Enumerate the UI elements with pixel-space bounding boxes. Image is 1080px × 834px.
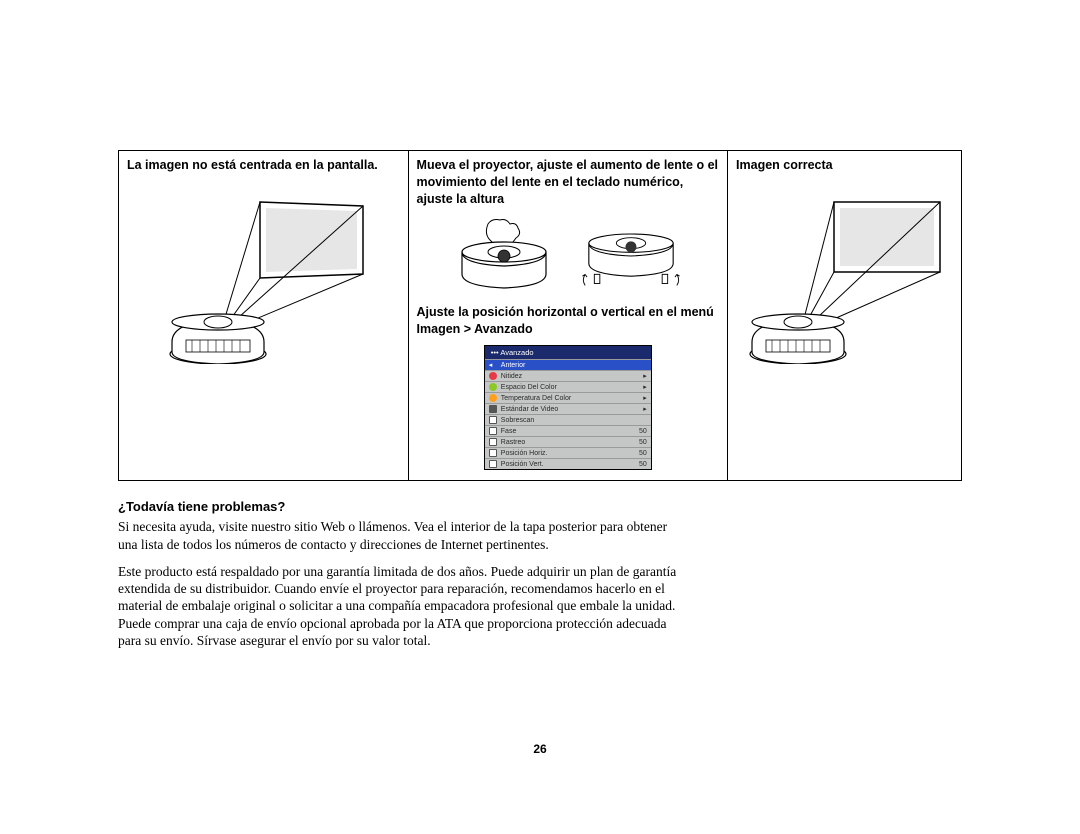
menu-item-value: 50 bbox=[639, 428, 647, 435]
menu-item-label: Posición Horiz. bbox=[501, 450, 635, 457]
osd-menu-item: Fase 50 bbox=[485, 425, 651, 436]
osd-menu-item: Estándar de Video ▸ bbox=[485, 403, 651, 414]
result-cell: Imagen correcta bbox=[728, 151, 962, 481]
osd-menu: ••• Avanzado ◂AnteriorNitidez▸Espacio De… bbox=[484, 345, 652, 470]
menu-item-label: Anterior bbox=[501, 362, 647, 369]
projector-offcenter-icon bbox=[158, 184, 368, 364]
osd-menu-item: ◂ Anterior bbox=[485, 359, 651, 370]
problem-heading: La imagen no está centrada en la pantall… bbox=[127, 157, 400, 174]
menu-item-icon bbox=[489, 372, 497, 380]
submenu-arrow-icon: ▸ bbox=[643, 394, 647, 402]
menu-item-icon bbox=[489, 405, 497, 413]
warranty-paragraph: Este producto está respaldado por una ga… bbox=[118, 563, 688, 649]
menu-item-label: Nitidez bbox=[501, 373, 639, 380]
manual-page: La imagen no está centrada en la pantall… bbox=[118, 150, 962, 659]
menu-item-icon bbox=[489, 438, 497, 446]
solution-heading-1: Mueva el proyector, ajuste el aumento de… bbox=[417, 157, 720, 208]
menu-item-label: Rastreo bbox=[501, 439, 635, 446]
osd-menu-item: Sobrescan bbox=[485, 414, 651, 425]
osd-menu-item: Espacio Del Color ▸ bbox=[485, 381, 651, 392]
menu-item-value: 50 bbox=[639, 439, 647, 446]
problem-cell: La imagen no está centrada en la pantall… bbox=[119, 151, 409, 481]
osd-menu-item: Posición Horiz. 50 bbox=[485, 447, 651, 458]
menu-item-label: Posición Vert. bbox=[501, 461, 635, 468]
body-text-section: ¿Todavía tiene problemas? Si necesita ay… bbox=[118, 499, 688, 649]
menu-item-icon bbox=[489, 460, 497, 468]
menu-item-icon bbox=[489, 383, 497, 391]
submenu-arrow-icon: ▸ bbox=[643, 405, 647, 413]
menu-item-label: Temperatura Del Color bbox=[501, 395, 639, 402]
problem-illustration bbox=[127, 184, 400, 364]
page-number: 26 bbox=[0, 742, 1080, 756]
menu-item-label: Espacio Del Color bbox=[501, 384, 639, 391]
osd-menu-item: Nitidez ▸ bbox=[485, 370, 651, 381]
projector-adjust-illustration bbox=[417, 216, 720, 296]
submenu-arrow-icon: ▸ bbox=[643, 383, 647, 391]
osd-menu-title: ••• Avanzado bbox=[485, 346, 651, 359]
projector-tilt-icon bbox=[576, 216, 686, 296]
result-heading: Imagen correcta bbox=[736, 157, 953, 174]
help-paragraph: Si necesita ayuda, visite nuestro sitio … bbox=[118, 518, 688, 553]
menu-item-icon bbox=[489, 449, 497, 457]
menu-item-value: 50 bbox=[639, 450, 647, 457]
troubleshooting-table: La imagen no está centrada en la pantall… bbox=[118, 150, 962, 481]
menu-item-icon bbox=[489, 427, 497, 435]
menu-item-value: 50 bbox=[639, 461, 647, 468]
projector-centered-icon bbox=[740, 184, 950, 364]
osd-menu-item: Rastreo 50 bbox=[485, 436, 651, 447]
menu-item-label: Fase bbox=[501, 428, 635, 435]
osd-menu-item: Posición Vert. 50 bbox=[485, 458, 651, 469]
menu-item-icon bbox=[489, 416, 497, 424]
result-illustration bbox=[736, 184, 953, 364]
solution-cell: Mueva el proyector, ajuste el aumento de… bbox=[408, 151, 728, 481]
menu-item-icon: ◂ bbox=[489, 361, 497, 369]
menu-item-icon bbox=[489, 394, 497, 402]
still-problems-heading: ¿Todavía tiene problemas? bbox=[118, 499, 688, 514]
menu-item-label: Estándar de Video bbox=[501, 406, 639, 413]
submenu-arrow-icon: ▸ bbox=[643, 372, 647, 380]
menu-item-label: Sobrescan bbox=[501, 417, 643, 424]
osd-menu-item: Temperatura Del Color ▸ bbox=[485, 392, 651, 403]
projector-hand-icon bbox=[450, 216, 560, 296]
solution-heading-2: Ajuste la posición horizontal o vertical… bbox=[417, 304, 720, 338]
